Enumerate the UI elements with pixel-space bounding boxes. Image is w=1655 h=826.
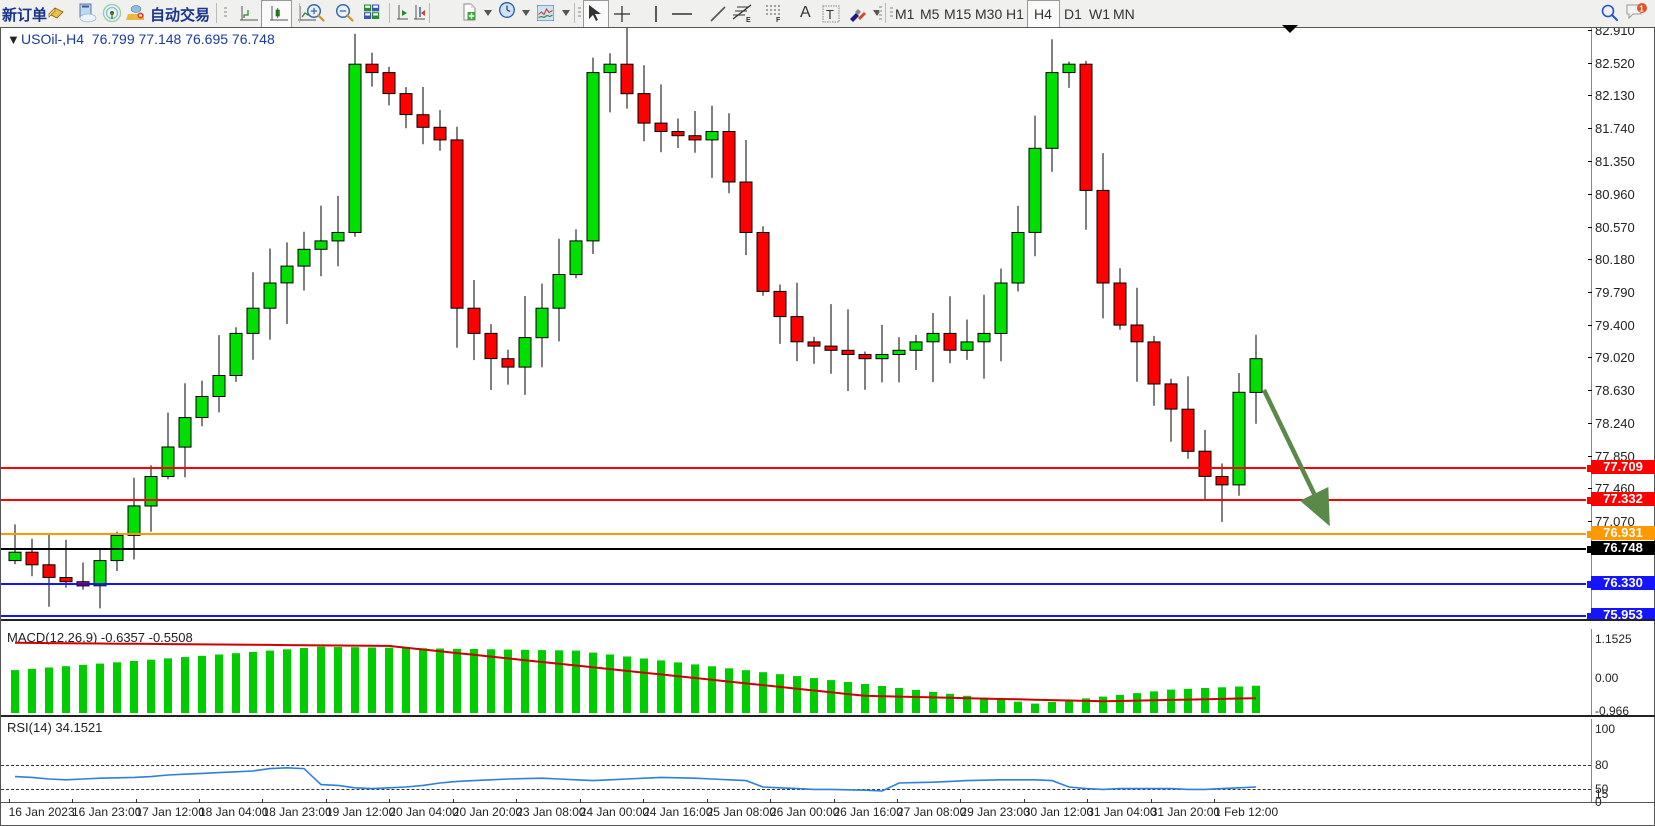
svg-text:1: 1 bbox=[1639, 4, 1644, 13]
